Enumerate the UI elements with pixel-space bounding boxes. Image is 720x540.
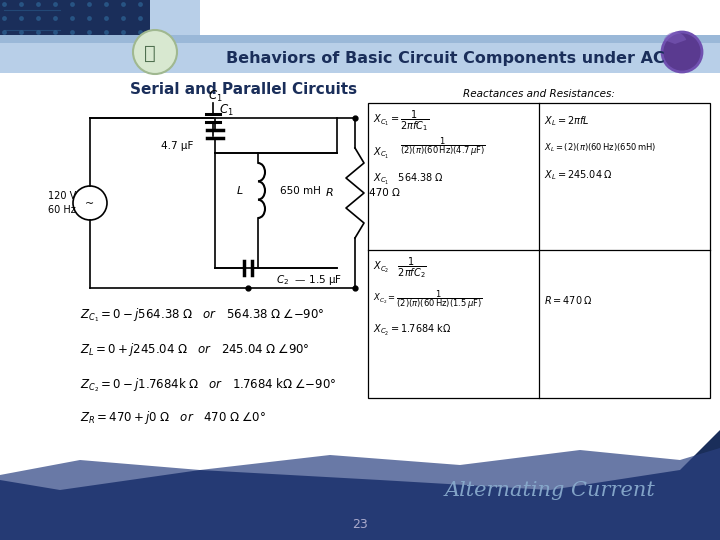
Text: $X_{C_1}$: $X_{C_1}$ — [373, 145, 390, 160]
Text: Alternating Current: Alternating Current — [444, 481, 655, 500]
Text: $Z_R = 470 + j0\;\Omega\quad or\quad 470\;\Omega\;\angle{0°}$: $Z_R = 470 + j0\;\Omega\quad or\quad 470… — [80, 409, 266, 427]
Text: $X_{C_1}\quad 564.38\;\Omega$: $X_{C_1}\quad 564.38\;\Omega$ — [373, 172, 444, 186]
Text: $Z_{C_1} = 0 - j564.38\;\Omega\quad or\quad 564.38\;\Omega\;\angle{-90°}$: $Z_{C_1} = 0 - j564.38\;\Omega\quad or\q… — [80, 306, 325, 324]
Text: $X_{C_1} = \dfrac{1}{2\pi fC_1}$: $X_{C_1} = \dfrac{1}{2\pi fC_1}$ — [373, 109, 429, 133]
Text: Reactances and Resistances:: Reactances and Resistances: — [463, 89, 615, 99]
Text: $Z_L = 0 + j245.04\;\Omega\quad or\quad 245.04\;\Omega\;\angle{90°}$: $Z_L = 0 + j245.04\;\Omega\quad or\quad … — [80, 341, 310, 359]
Text: $X_L = (2)(\pi)(60\,\mathrm{Hz})(650\,\mathrm{mH})$: $X_L = (2)(\pi)(60\,\mathrm{Hz})(650\,\m… — [544, 141, 656, 154]
Text: R: R — [325, 188, 333, 198]
Text: L: L — [237, 186, 243, 195]
Text: Behaviors of Basic Circuit Components under AC: Behaviors of Basic Circuit Components un… — [226, 51, 665, 65]
Circle shape — [662, 32, 702, 72]
Polygon shape — [0, 0, 170, 68]
Text: $R = 470\;\Omega$: $R = 470\;\Omega$ — [544, 294, 593, 306]
Circle shape — [133, 30, 177, 74]
Polygon shape — [0, 430, 720, 540]
Text: ~: ~ — [86, 199, 94, 209]
Text: 470 Ω: 470 Ω — [369, 188, 400, 198]
Text: $X_{C_2} = 1.7684\;\mathrm{k}\Omega$: $X_{C_2} = 1.7684\;\mathrm{k}\Omega$ — [373, 322, 451, 338]
Text: $X_L = 245.04\;\Omega$: $X_L = 245.04\;\Omega$ — [544, 168, 613, 182]
Polygon shape — [0, 68, 720, 490]
Bar — [0, 35, 720, 43]
Text: $C_2$  — 1.5 μF: $C_2$ — 1.5 μF — [276, 273, 342, 287]
Text: Serial and Parallel Circuits: Serial and Parallel Circuits — [130, 83, 357, 98]
Text: $Z_{C_2} = 0 - j1.7684\mathrm{k}\;\Omega\quad or\quad 1.7684\;\mathrm{k}\Omega\;: $Z_{C_2} = 0 - j1.7684\mathrm{k}\;\Omega… — [80, 376, 336, 394]
Text: $X_L = 2\pi fL$: $X_L = 2\pi fL$ — [544, 114, 590, 128]
Text: $C_1$: $C_1$ — [219, 103, 234, 118]
Text: 23: 23 — [352, 518, 368, 531]
Polygon shape — [0, 448, 720, 540]
Wedge shape — [664, 32, 686, 44]
Text: $X_{C_2}\quad\dfrac{1}{2\pi fC_2}$: $X_{C_2}\quad\dfrac{1}{2\pi fC_2}$ — [373, 255, 427, 280]
Text: 〈: 〈 — [144, 44, 156, 63]
Text: 60 Hz: 60 Hz — [48, 205, 76, 215]
Text: $X_{C_2} = \dfrac{1}{(2)(\pi)(60\,\mathrm{Hz})(1.5\,\mu\mathrm{F})}$: $X_{C_2} = \dfrac{1}{(2)(\pi)(60\,\mathr… — [373, 289, 482, 311]
Text: $\dfrac{1}{(2)(\pi)(60\,\mathrm{Hz})(4.7\,\mu\mathrm{F})}$: $\dfrac{1}{(2)(\pi)(60\,\mathrm{Hz})(4.7… — [400, 136, 485, 158]
Text: $C_1$: $C_1$ — [207, 89, 222, 104]
Text: 4.7 μF: 4.7 μF — [161, 141, 193, 151]
Text: 120 V: 120 V — [48, 191, 76, 201]
Bar — [0, 35, 720, 73]
Polygon shape — [150, 0, 200, 68]
Text: 650 mH: 650 mH — [280, 186, 321, 195]
Bar — [368, 103, 710, 398]
